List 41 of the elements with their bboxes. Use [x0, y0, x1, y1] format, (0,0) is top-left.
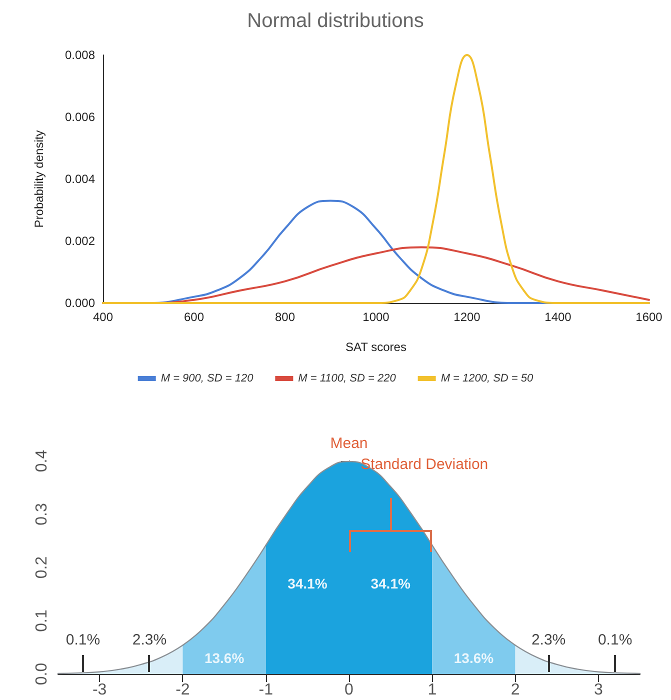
legend-label: M = 1200, SD = 50 — [440, 372, 534, 384]
x-tick-label: 600 — [184, 310, 204, 324]
legend-label: M = 1100, SD = 220 — [298, 372, 397, 384]
x-tick-label: -3 — [92, 682, 107, 698]
y-tick-label: 0.1 — [34, 610, 50, 632]
annotation: 2.3% — [132, 631, 167, 648]
line-series — [102, 54, 650, 304]
legend-label: M = 900, SD = 120 — [160, 372, 254, 384]
y-tick-label: 0.0 — [34, 662, 50, 686]
y-tick-label: 0.2 — [34, 556, 50, 579]
x-tick-label: 2 — [510, 682, 520, 698]
y-tick-label: 0.004 — [64, 172, 96, 186]
annotation: 13.6% — [454, 650, 494, 666]
annotation: 34.1% — [288, 575, 328, 592]
x-tick-label: 1 — [428, 682, 437, 698]
annotation: 2.3% — [531, 631, 566, 648]
x-axis-title: SAT scores — [346, 340, 406, 354]
y-axis-title: Probability density — [32, 130, 46, 228]
x-tick-label: 0 — [344, 682, 354, 698]
x-tick-label: 1400 — [544, 310, 572, 324]
y-tick-label: 0.4 — [34, 450, 50, 472]
x-tick-label: 1000 — [362, 310, 390, 324]
x-tick-label: 1600 — [636, 310, 663, 324]
annotation: Standard Deviation — [360, 456, 488, 474]
x-tick-label: 400 — [92, 310, 114, 324]
annotation: Mean — [330, 435, 368, 452]
x-tick-label: -1 — [258, 682, 274, 698]
annotation: 34.1% — [370, 575, 411, 592]
y-tick-label: 0.008 — [64, 48, 96, 62]
annotation: 13.6% — [204, 650, 245, 666]
x-tick-label: 800 — [274, 310, 296, 324]
y-tick-label: 0.002 — [64, 234, 96, 248]
annotation: 0.1% — [66, 631, 100, 648]
x-tick-label: 1200 — [454, 310, 481, 324]
x-tick-label: -2 — [176, 682, 190, 698]
y-tick-label: 0.3 — [34, 503, 50, 526]
x-tick-label: 3 — [594, 682, 603, 698]
y-tick-label: 0.006 — [64, 110, 96, 124]
y-tick-label: 0.000 — [64, 296, 96, 310]
chart-title: Normal distributions — [247, 10, 424, 32]
annotation: 0.1% — [598, 631, 632, 648]
